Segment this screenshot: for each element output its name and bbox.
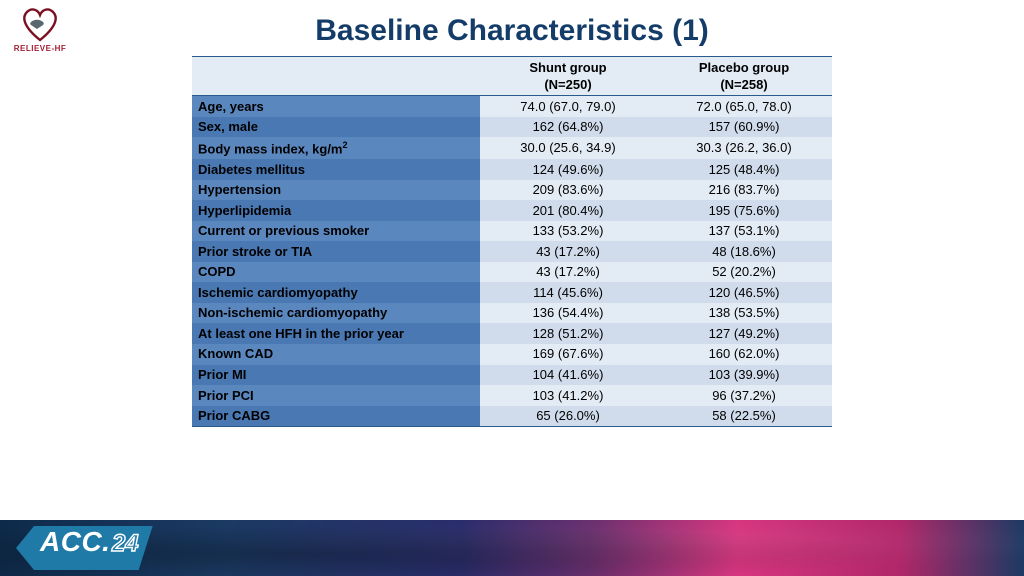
row-placebo: 125 (48.4%) (656, 159, 832, 180)
row-label: Prior CABG (192, 406, 480, 427)
row-shunt: 136 (54.4%) (480, 303, 656, 324)
row-label: Current or previous smoker (192, 221, 480, 242)
row-label: Body mass index, kg/m2 (192, 137, 480, 159)
table-row: Non-ischemic cardiomyopathy136 (54.4%)13… (192, 303, 832, 324)
header-placebo-sub: (N=258) (662, 76, 826, 94)
row-label: Non-ischemic cardiomyopathy (192, 303, 480, 324)
row-label: Prior stroke or TIA (192, 241, 480, 262)
row-label: At least one HFH in the prior year (192, 323, 480, 344)
row-shunt: 114 (45.6%) (480, 282, 656, 303)
row-shunt: 209 (83.6%) (480, 180, 656, 201)
row-shunt: 74.0 (67.0, 79.0) (480, 96, 656, 117)
table-row: At least one HFH in the prior year128 (5… (192, 323, 832, 344)
table-row: Known CAD169 (67.6%)160 (62.0%) (192, 344, 832, 365)
footer: ACC . 24 (0, 520, 1024, 576)
table-row: Prior stroke or TIA43 (17.2%)48 (18.6%) (192, 241, 832, 262)
row-shunt: 169 (67.6%) (480, 344, 656, 365)
table-row: Prior MI104 (41.6%)103 (39.9%) (192, 365, 832, 386)
row-label: Hypertension (192, 180, 480, 201)
row-label: Known CAD (192, 344, 480, 365)
row-placebo: 127 (49.2%) (656, 323, 832, 344)
header-placebo: Placebo group (N=258) (656, 57, 832, 96)
table-row: Hyperlipidemia201 (80.4%)195 (75.6%) (192, 200, 832, 221)
row-shunt: 43 (17.2%) (480, 241, 656, 262)
table-row: Prior PCI103 (41.2%)96 (37.2%) (192, 385, 832, 406)
row-placebo: 138 (53.5%) (656, 303, 832, 324)
baseline-table-wrap: Shunt group (N=250) Placebo group (N=258… (192, 56, 832, 427)
table-row: Body mass index, kg/m230.0 (25.6, 34.9)3… (192, 137, 832, 159)
header-shunt-top: Shunt group (529, 60, 606, 75)
table-row: Sex, male162 (64.8%)157 (60.9%) (192, 117, 832, 138)
row-placebo: 96 (37.2%) (656, 385, 832, 406)
header-blank (192, 57, 480, 96)
badge-triangle (16, 526, 34, 570)
row-placebo: 30.3 (26.2, 36.0) (656, 137, 832, 159)
row-label: Prior MI (192, 365, 480, 386)
row-placebo: 120 (46.5%) (656, 282, 832, 303)
table-row: COPD43 (17.2%)52 (20.2%) (192, 262, 832, 283)
table-row: Current or previous smoker133 (53.2%)137… (192, 221, 832, 242)
row-placebo: 52 (20.2%) (656, 262, 832, 283)
row-shunt: 103 (41.2%) (480, 385, 656, 406)
row-shunt: 65 (26.0%) (480, 406, 656, 427)
header-shunt: Shunt group (N=250) (480, 57, 656, 96)
table-row: Diabetes mellitus124 (49.6%)125 (48.4%) (192, 159, 832, 180)
acc-year: 24 (112, 530, 139, 558)
row-shunt: 43 (17.2%) (480, 262, 656, 283)
footer-bg (0, 520, 1024, 576)
row-label: Age, years (192, 96, 480, 117)
acc-text: ACC (40, 526, 102, 558)
row-label: Prior PCI (192, 385, 480, 406)
relieve-hf-logo: RELIEVE-HF (10, 6, 70, 53)
table-row: Prior CABG65 (26.0%)58 (22.5%) (192, 406, 832, 427)
row-shunt: 133 (53.2%) (480, 221, 656, 242)
table-header-row: Shunt group (N=250) Placebo group (N=258… (192, 57, 832, 96)
row-shunt: 201 (80.4%) (480, 200, 656, 221)
acc-dot: . (102, 526, 110, 558)
row-placebo: 58 (22.5%) (656, 406, 832, 427)
table-row: Hypertension209 (83.6%)216 (83.7%) (192, 180, 832, 201)
row-label: Ischemic cardiomyopathy (192, 282, 480, 303)
row-label: Sex, male (192, 117, 480, 138)
row-label: Hyperlipidemia (192, 200, 480, 221)
row-label: Diabetes mellitus (192, 159, 480, 180)
page-title: Baseline Characteristics (1) (0, 0, 1024, 48)
row-shunt: 30.0 (25.6, 34.9) (480, 137, 656, 159)
slide: RELIEVE-HF Baseline Characteristics (1) … (0, 0, 1024, 576)
row-shunt: 128 (51.2%) (480, 323, 656, 344)
acc-badge: ACC . 24 (16, 526, 153, 570)
row-shunt: 124 (49.6%) (480, 159, 656, 180)
row-label: COPD (192, 262, 480, 283)
row-placebo: 195 (75.6%) (656, 200, 832, 221)
header-placebo-top: Placebo group (699, 60, 789, 75)
row-placebo: 72.0 (65.0, 78.0) (656, 96, 832, 117)
logo-text: RELIEVE-HF (10, 44, 70, 53)
row-placebo: 157 (60.9%) (656, 117, 832, 138)
row-placebo: 160 (62.0%) (656, 344, 832, 365)
row-placebo: 137 (53.1%) (656, 221, 832, 242)
row-placebo: 216 (83.7%) (656, 180, 832, 201)
table-row: Ischemic cardiomyopathy114 (45.6%)120 (4… (192, 282, 832, 303)
heart-icon (19, 6, 61, 42)
badge-rect: ACC . 24 (34, 526, 153, 570)
row-shunt: 104 (41.6%) (480, 365, 656, 386)
header-shunt-sub: (N=250) (486, 76, 650, 94)
table-row: Age, years74.0 (67.0, 79.0)72.0 (65.0, 7… (192, 96, 832, 117)
baseline-table: Shunt group (N=250) Placebo group (N=258… (192, 56, 832, 427)
row-placebo: 103 (39.9%) (656, 365, 832, 386)
row-placebo: 48 (18.6%) (656, 241, 832, 262)
row-shunt: 162 (64.8%) (480, 117, 656, 138)
